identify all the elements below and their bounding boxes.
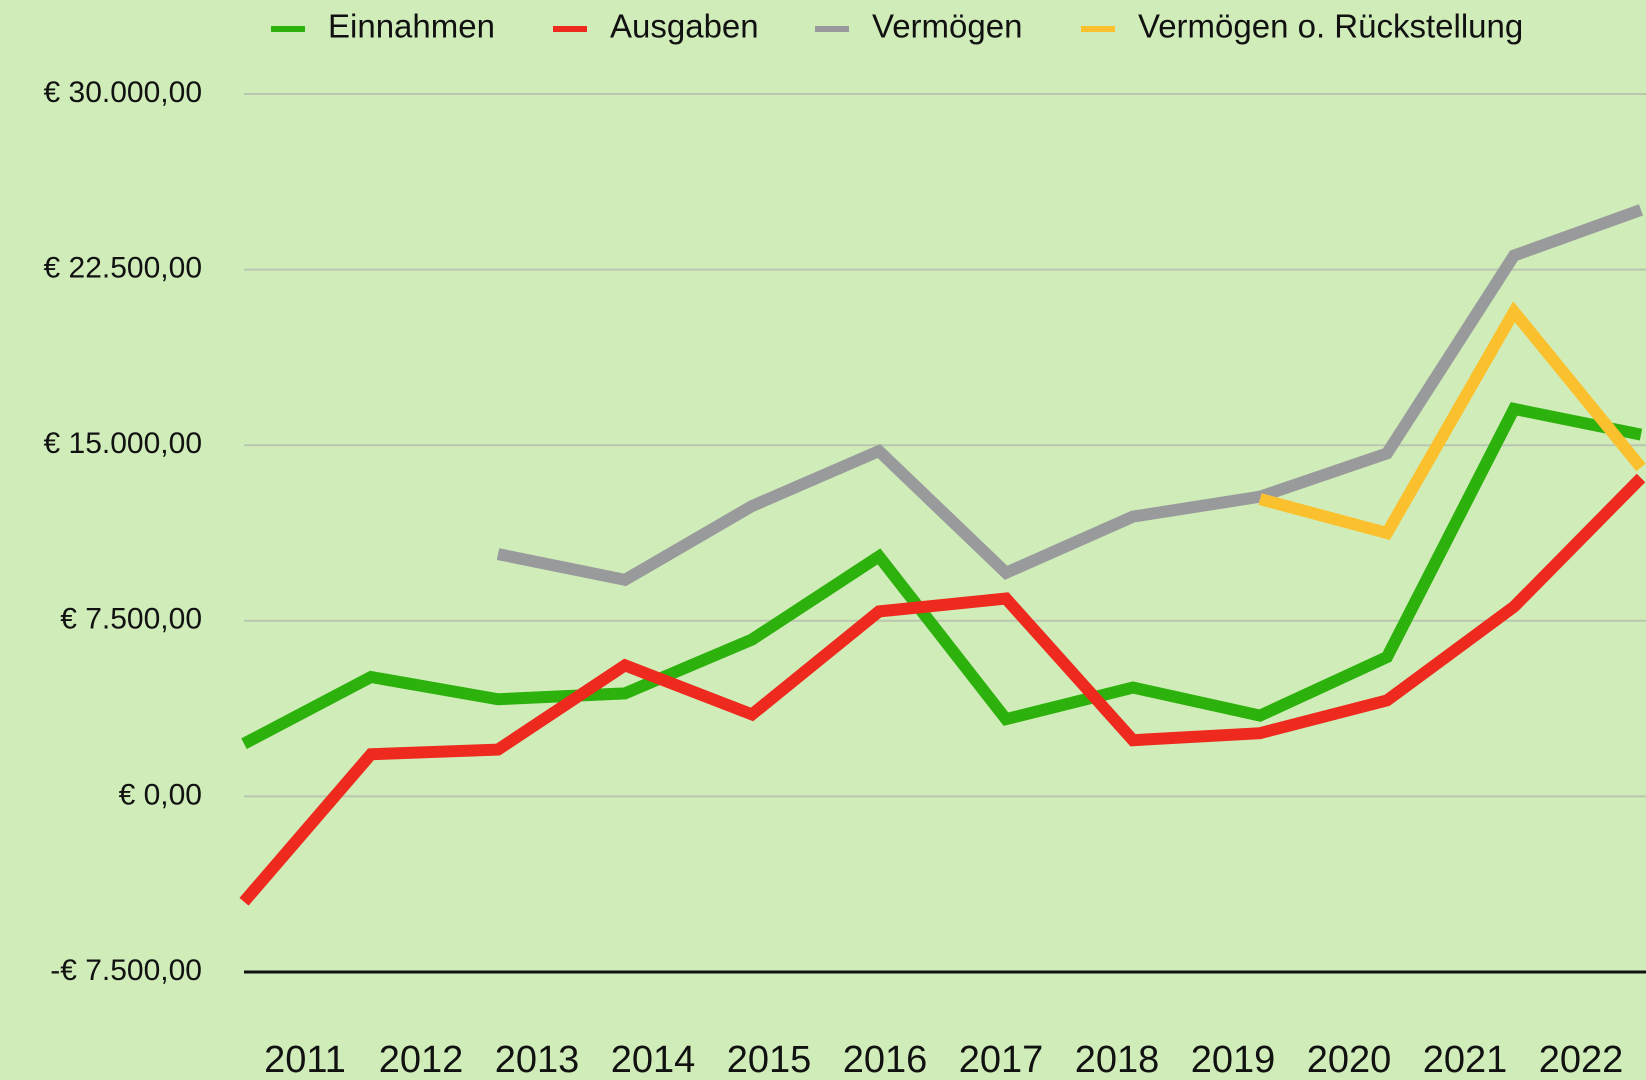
legend-label: Einnahmen xyxy=(328,8,495,45)
series-line xyxy=(241,402,1643,750)
x-tick-label: 2013 xyxy=(495,1039,580,1080)
x-tick-label: 2022 xyxy=(1539,1039,1624,1080)
x-tick-label: 2017 xyxy=(959,1039,1044,1080)
x-tick-label: 2021 xyxy=(1423,1039,1508,1080)
legend-label: Vermögen xyxy=(872,8,1022,45)
x-tick-label: 2011 xyxy=(264,1039,346,1080)
y-tick-label: -€ 7.500,00 xyxy=(50,954,202,987)
y-tick-label: € 7.500,00 xyxy=(60,603,202,636)
x-tick-label: 2016 xyxy=(843,1039,928,1080)
x-tick-label: 2012 xyxy=(379,1039,464,1080)
series-line xyxy=(496,204,1644,587)
x-tick-label: 2014 xyxy=(611,1039,696,1080)
y-tick-label: € 15.000,00 xyxy=(44,427,202,460)
x-tick-label: 2019 xyxy=(1191,1039,1276,1080)
series-line xyxy=(239,473,1646,906)
x-tick-label: 2015 xyxy=(727,1039,812,1080)
y-tick-label: € 22.500,00 xyxy=(44,252,202,285)
x-tick-label: 2018 xyxy=(1075,1039,1160,1080)
series-line xyxy=(1258,301,1646,540)
y-tick-label: € 0,00 xyxy=(119,778,202,811)
x-tick-label: 2020 xyxy=(1307,1039,1392,1080)
y-tick-label: € 30.000,00 xyxy=(44,76,202,109)
legend-label: Vermögen o. Rückstellung xyxy=(1138,8,1523,45)
legend-label: Ausgaben xyxy=(610,8,759,45)
